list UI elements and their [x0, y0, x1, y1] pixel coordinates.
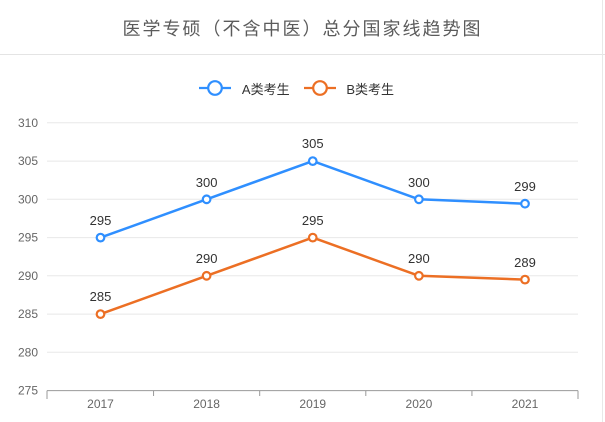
svg-text:290: 290	[18, 269, 38, 283]
svg-text:289: 289	[514, 255, 536, 270]
svg-text:300: 300	[18, 192, 38, 206]
svg-text:299: 299	[514, 179, 536, 194]
svg-text:2018: 2018	[193, 397, 220, 411]
svg-text:300: 300	[408, 175, 430, 190]
svg-text:290: 290	[196, 251, 218, 266]
svg-text:295: 295	[18, 231, 38, 245]
svg-text:310: 310	[18, 116, 38, 130]
svg-text:300: 300	[196, 175, 218, 190]
svg-text:305: 305	[302, 136, 324, 151]
svg-text:290: 290	[408, 251, 430, 266]
svg-text:2019: 2019	[299, 397, 326, 411]
svg-text:285: 285	[90, 289, 112, 304]
svg-text:285: 285	[18, 307, 38, 321]
svg-text:305: 305	[18, 154, 38, 168]
svg-text:295: 295	[90, 213, 112, 228]
svg-text:2020: 2020	[406, 397, 433, 411]
svg-text:295: 295	[302, 213, 324, 228]
svg-text:275: 275	[18, 384, 38, 398]
svg-text:2017: 2017	[87, 397, 114, 411]
svg-text:280: 280	[18, 345, 38, 359]
svg-text:2021: 2021	[512, 397, 539, 411]
